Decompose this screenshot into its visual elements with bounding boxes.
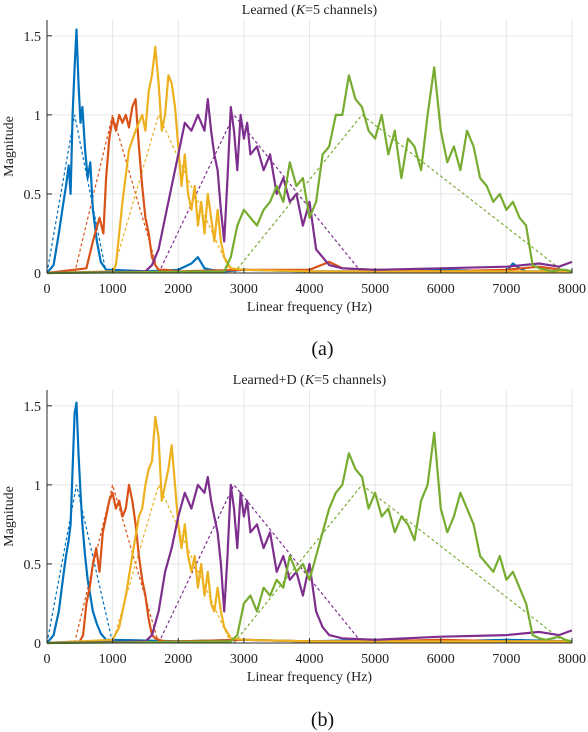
y-tick-label: 1.5 [24,30,42,45]
chart-title: Learned+D (K=5 channels) [233,373,387,388]
y-tick-label: 0.5 [24,188,42,203]
triangle-filter-4 [158,113,363,274]
y-tick-label: 0.5 [24,558,42,573]
x-axis-label: Linear frequency (Hz) [247,670,372,685]
y-axis-label: Magnitude [2,116,17,177]
x-tick-label: 6000 [427,652,455,667]
series-line-channel-5 [46,431,573,645]
series-line-channel-4 [46,475,573,645]
chart-title-rest: =5 channels) [305,3,377,18]
x-tick-label: 4000 [296,652,324,667]
grid [46,20,573,274]
x-tick-label: 2000 [164,652,192,667]
y-tick-label: 1.5 [24,400,42,415]
triangle-filter-3 [112,483,232,644]
figure-caption: (a) [311,338,333,360]
series-line-channel-5 [46,66,573,275]
chart-title-main: Learned+D ( [233,373,305,388]
x-tick-label: 8000 [558,282,586,297]
x-axis-label: Linear frequency (Hz) [247,300,372,315]
chart-panel-a: 0 1000 2000 3000 4000 5000 6000 7000 8000 0 0.5 1 1.… [2,3,586,360]
x-tick-label: 7000 [492,652,520,667]
triangle-filter-5 [233,114,566,274]
series-line-channel-4 [46,97,573,275]
triangle-filter-2 [74,112,160,274]
y-tick-label: 1 [34,479,41,494]
x-tick-label: 8000 [558,652,586,667]
triangle-filter-4 [158,483,363,644]
x-tick-label: 4000 [296,282,324,297]
chart-title: Learned (K=5 channels) [242,3,378,18]
y-axis-label: Magnitude [2,486,17,547]
series-line-channel-3 [46,45,572,275]
x-tick-label: 3000 [230,652,258,667]
y-tick-label: 0 [34,637,41,652]
series-line-channel-3 [46,415,572,645]
y-tick-label: 1 [34,109,41,124]
x-tick-label: 1000 [99,652,127,667]
chart-title-rest: =5 channels) [314,373,386,388]
x-tick-label: 0 [44,652,51,667]
x-tick-label: 2000 [164,282,192,297]
chart-title-k: K [295,3,306,18]
triangle-filter-5 [233,484,566,644]
x-tick-label: 5000 [361,282,389,297]
triangle-filter-1 [46,114,107,274]
x-tick-label: 5000 [361,652,389,667]
y-tick-label: 0 [34,267,41,282]
x-tick-label: 0 [44,282,51,297]
x-tick-label: 6000 [427,282,455,297]
x-tick-label: 7000 [492,282,520,297]
chart-title-main: Learned ( [242,3,296,18]
chart-title-k: K [304,373,315,388]
triangle-filter-1 [46,484,114,644]
chart-panel-b: 0 1000 2000 3000 4000 5000 6000 7000 8000 0 0.5 1 1.… [2,373,586,731]
triangle-filter-3 [112,113,232,274]
x-tick-label: 1000 [99,282,127,297]
figure-caption: (b) [311,709,334,731]
grid [46,390,573,644]
x-tick-label: 3000 [230,282,258,297]
